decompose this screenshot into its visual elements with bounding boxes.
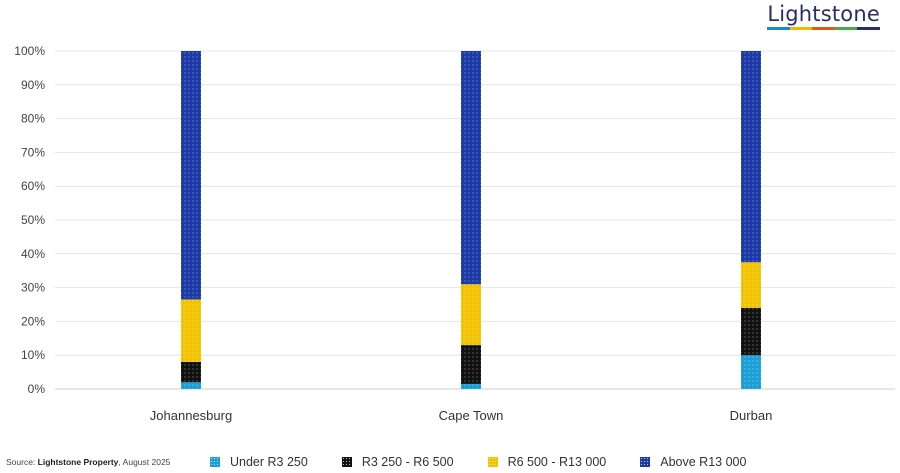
y-tick-label: 0% xyxy=(28,382,46,396)
legend-item: R3 250 - R6 500 xyxy=(341,455,454,469)
legend-swatch xyxy=(210,457,220,467)
x-tick-label: Cape Town xyxy=(439,408,504,423)
bar-segment-pattern xyxy=(741,355,761,389)
bar-segment-pattern xyxy=(461,51,481,285)
brand-logo: Lightstone xyxy=(767,2,880,30)
logo-color-segment xyxy=(857,27,880,30)
y-tick-label: 10% xyxy=(21,348,45,362)
x-tick-label: Johannesburg xyxy=(150,408,232,423)
source-name: Lightstone Property xyxy=(37,457,119,467)
chart-legend: Under R3 250 R3 250 - R6 500 R6 500 - R13 … xyxy=(210,455,746,469)
bar-segment-pattern xyxy=(461,345,481,384)
stacked-bar-chart: 0% 10% 20% 30% 40% 50% 60% 70% 80% 90% 100% Johann… xyxy=(14,44,895,423)
legend-label: R6 500 - R13 000 xyxy=(507,455,607,469)
y-tick-label: 80% xyxy=(21,112,45,126)
logo-color-segment xyxy=(767,27,790,30)
y-axis: 0% 10% 20% 30% 40% 50% 60% 70% 80% 90% 100% xyxy=(14,44,45,396)
bar-segment-pattern xyxy=(461,383,481,389)
legend-item: R6 500 - R13 000 xyxy=(487,455,607,469)
legend-swatch xyxy=(640,457,651,467)
legend-label: Above R13 000 xyxy=(660,455,747,469)
y-tick-label: 90% xyxy=(21,78,45,92)
logo-color-segment xyxy=(834,27,858,30)
y-tick-label: 30% xyxy=(21,281,45,295)
bar-segment-pattern xyxy=(181,299,201,362)
y-tick-label: 100% xyxy=(14,44,45,58)
y-tick-label: 50% xyxy=(21,213,45,227)
y-tick-label: 20% xyxy=(21,314,45,328)
logo-color-segment xyxy=(789,27,813,30)
legend-item: Under R3 250 xyxy=(210,455,308,469)
y-tick-label: 40% xyxy=(21,247,45,261)
source-suffix: , August 2025 xyxy=(118,457,171,467)
source-prefix: Source: xyxy=(6,457,38,467)
logo-color-segment xyxy=(812,27,835,30)
y-tick-label: 70% xyxy=(21,145,45,159)
legend-item: Above R13 000 xyxy=(640,455,746,469)
legend-swatch xyxy=(487,457,498,467)
bar-segment-pattern xyxy=(181,382,201,389)
brand-logo-color-bar xyxy=(767,27,880,30)
bar-segment-pattern xyxy=(181,51,201,300)
bar-segment-pattern xyxy=(461,284,481,346)
bar-segment-pattern xyxy=(741,307,761,356)
bar-segment-pattern xyxy=(741,262,761,308)
bars xyxy=(181,51,761,389)
bar-segment-pattern xyxy=(741,51,761,263)
legend-label: R3 250 - R6 500 xyxy=(361,455,454,469)
legend-label: Under R3 250 xyxy=(230,455,308,469)
x-axis: Johannesburg Cape Town Durban xyxy=(150,408,773,423)
source-note: Source: Lightstone Property, August 2025 xyxy=(6,457,170,467)
bar-segment-pattern xyxy=(181,361,201,383)
legend-swatch xyxy=(341,457,352,467)
y-tick-label: 60% xyxy=(21,179,45,193)
brand-logo-text: Lightstone xyxy=(767,2,880,26)
x-tick-label: Durban xyxy=(730,408,773,423)
